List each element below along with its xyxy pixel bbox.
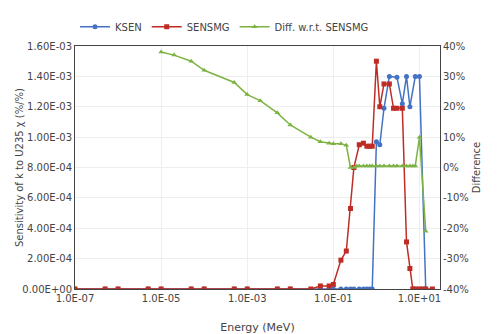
svg-text:Sensitivity of k to U235 χ (%/: Sensitivity of k to U235 χ (%/%) [14,88,25,247]
svg-text:6.00E-04: 6.00E-04 [27,192,72,203]
svg-text:1.0E-01: 1.0E-01 [314,293,353,304]
svg-text:30%: 30% [443,71,465,82]
svg-text:4.00E-04: 4.00E-04 [27,223,72,234]
svg-text:10%: 10% [443,132,465,143]
svg-text:-20%: -20% [443,223,469,234]
svg-text:0.00E+00: 0.00E+00 [22,284,72,295]
svg-text:-40%: -40% [443,284,469,295]
svg-text:8.00E-04: 8.00E-04 [27,162,72,173]
svg-text:2.00E-04: 2.00E-04 [27,253,72,264]
svg-text:20%: 20% [443,101,465,112]
svg-text:1.0E-05: 1.0E-05 [142,293,181,304]
svg-text:Diff. w.r.t. SENSMG: Diff. w.r.t. SENSMG [275,22,369,33]
svg-text:KSEN: KSEN [115,22,142,33]
svg-text:1.0E-03: 1.0E-03 [228,293,267,304]
svg-text:-30%: -30% [443,253,469,264]
svg-text:1.20E-03: 1.20E-03 [27,101,72,112]
svg-text:1.0E-07: 1.0E-07 [56,293,95,304]
svg-text:Energy (MeV): Energy (MeV) [220,321,294,334]
svg-text:-10%: -10% [443,192,469,203]
svg-text:SENSMG: SENSMG [187,22,230,33]
svg-text:1.00E-03: 1.00E-03 [27,132,72,143]
svg-text:1.40E-03: 1.40E-03 [27,71,72,82]
svg-text:Difference: Difference [471,142,482,194]
svg-text:40%: 40% [443,41,465,52]
svg-text:1.60E-03: 1.60E-03 [27,41,72,52]
svg-text:1.0E+01: 1.0E+01 [398,293,441,304]
svg-text:0%: 0% [443,162,459,173]
